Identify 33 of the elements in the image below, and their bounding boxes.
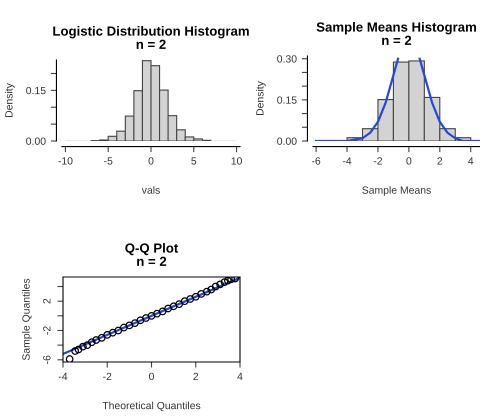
x-tick-label: 5 [191,157,196,165]
chart-title: Q-Q Plot n = 2 [125,243,178,266]
x-tick-label: 4 [237,372,243,380]
y-tick-label: 0.15 [26,86,46,94]
x-tick-label: 0 [149,372,154,380]
x-tick-label: -10 [58,157,73,165]
y-tick-label: 0.00 [26,138,46,145]
y-axis-title: Density [256,81,266,116]
x-tick-label: -6 [312,157,320,165]
y-tick-label: -2 [43,326,50,335]
x-axis-title: vals [142,186,160,194]
y-tick-label: 0.15 [277,96,297,104]
chart-title: Sample Means Histogram n = 2 [316,22,476,45]
y-tick-label: -6 [43,356,51,364]
y-axis-title: Density [4,83,15,118]
y-tick-label: 2 [43,298,50,304]
x-tick-label: 4 [468,157,474,165]
y-tick-label: 0.00 [277,138,297,145]
x-tick-label: -4 [342,157,352,165]
x-tick-label: -2 [103,372,112,380]
x-axis-title: Theoretical Quantiles [102,402,200,412]
x-tick-label: 10 [232,157,242,165]
x-tick-label: 0 [148,157,154,165]
x-tick-label: 2 [437,157,442,165]
x-tick-label: -2 [374,157,382,165]
chart-title: Logistic Distribution Histogram n = 2 [53,26,249,49]
x-tick-label: -5 [104,157,112,165]
y-tick-label: 0.30 [277,55,297,63]
x-axis-title: Sample Means [362,186,431,196]
x-tick-label: 0 [406,157,412,165]
x-tick-label: 2 [193,372,198,380]
x-tick-label: -4 [58,372,68,380]
y-axis-title: Sample Quantiles [22,278,32,360]
